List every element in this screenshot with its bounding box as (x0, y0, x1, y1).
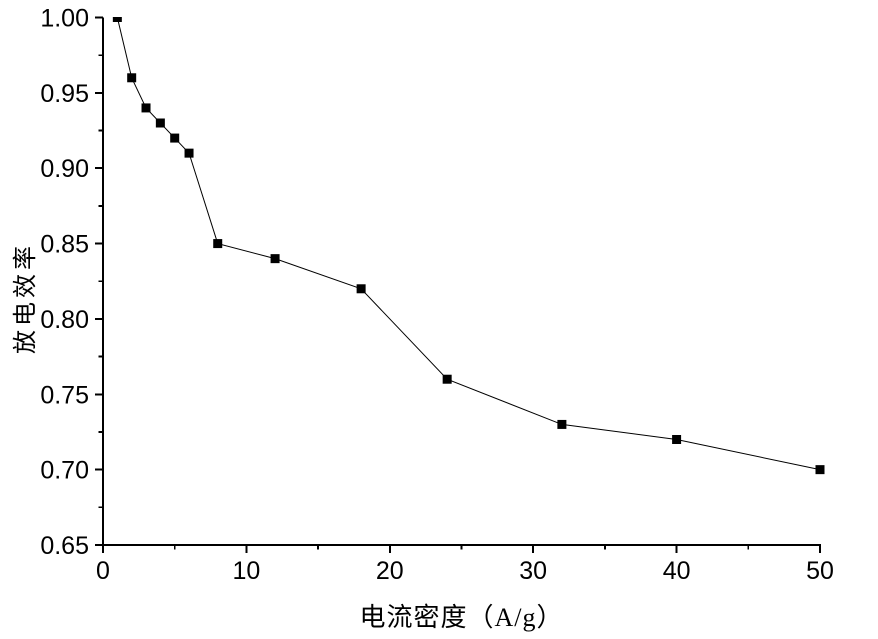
x-tick-label: 0 (96, 557, 110, 585)
x-tick-label: 30 (519, 557, 547, 585)
data-point-marker (672, 435, 682, 444)
data-point-marker (442, 374, 452, 384)
y-tick-label: 0.80 (40, 306, 89, 334)
y-tick-label: 0.75 (40, 381, 89, 409)
data-point-marker (815, 465, 825, 475)
y-tick-label: 0.95 (40, 80, 89, 108)
data-point-marker (213, 239, 223, 249)
y-tick-label: 0.65 (40, 532, 89, 560)
data-line (116, 17, 821, 471)
y-tick-label: 0.90 (40, 155, 89, 183)
data-point-marker (141, 103, 151, 113)
y-tick-label: 1.00 (40, 5, 89, 33)
x-tick-label: 20 (376, 557, 404, 585)
data-point-marker (112, 17, 122, 22)
data-point-marker (127, 73, 137, 83)
data-point-marker (557, 419, 567, 429)
data-point-marker (356, 284, 366, 294)
x-axis-title: 电流密度（A/g） (359, 602, 564, 632)
data-point-marker (270, 254, 280, 264)
data-point-marker (170, 133, 180, 143)
y-tick-label: 0.70 (40, 457, 89, 485)
data-point-marker (155, 118, 165, 128)
x-tick-label: 40 (663, 557, 691, 585)
axes: 0 10 20 30 40 50 0.65 0.70 0.75 0.80 0.85 0.90 0.95 1… (40, 5, 834, 586)
x-tick-label: 50 (806, 557, 834, 585)
data-point-marker (184, 148, 194, 158)
y-tick-label: 0.85 (40, 231, 89, 259)
data-markers (112, 17, 825, 475)
x-tick-label: 10 (232, 557, 260, 585)
